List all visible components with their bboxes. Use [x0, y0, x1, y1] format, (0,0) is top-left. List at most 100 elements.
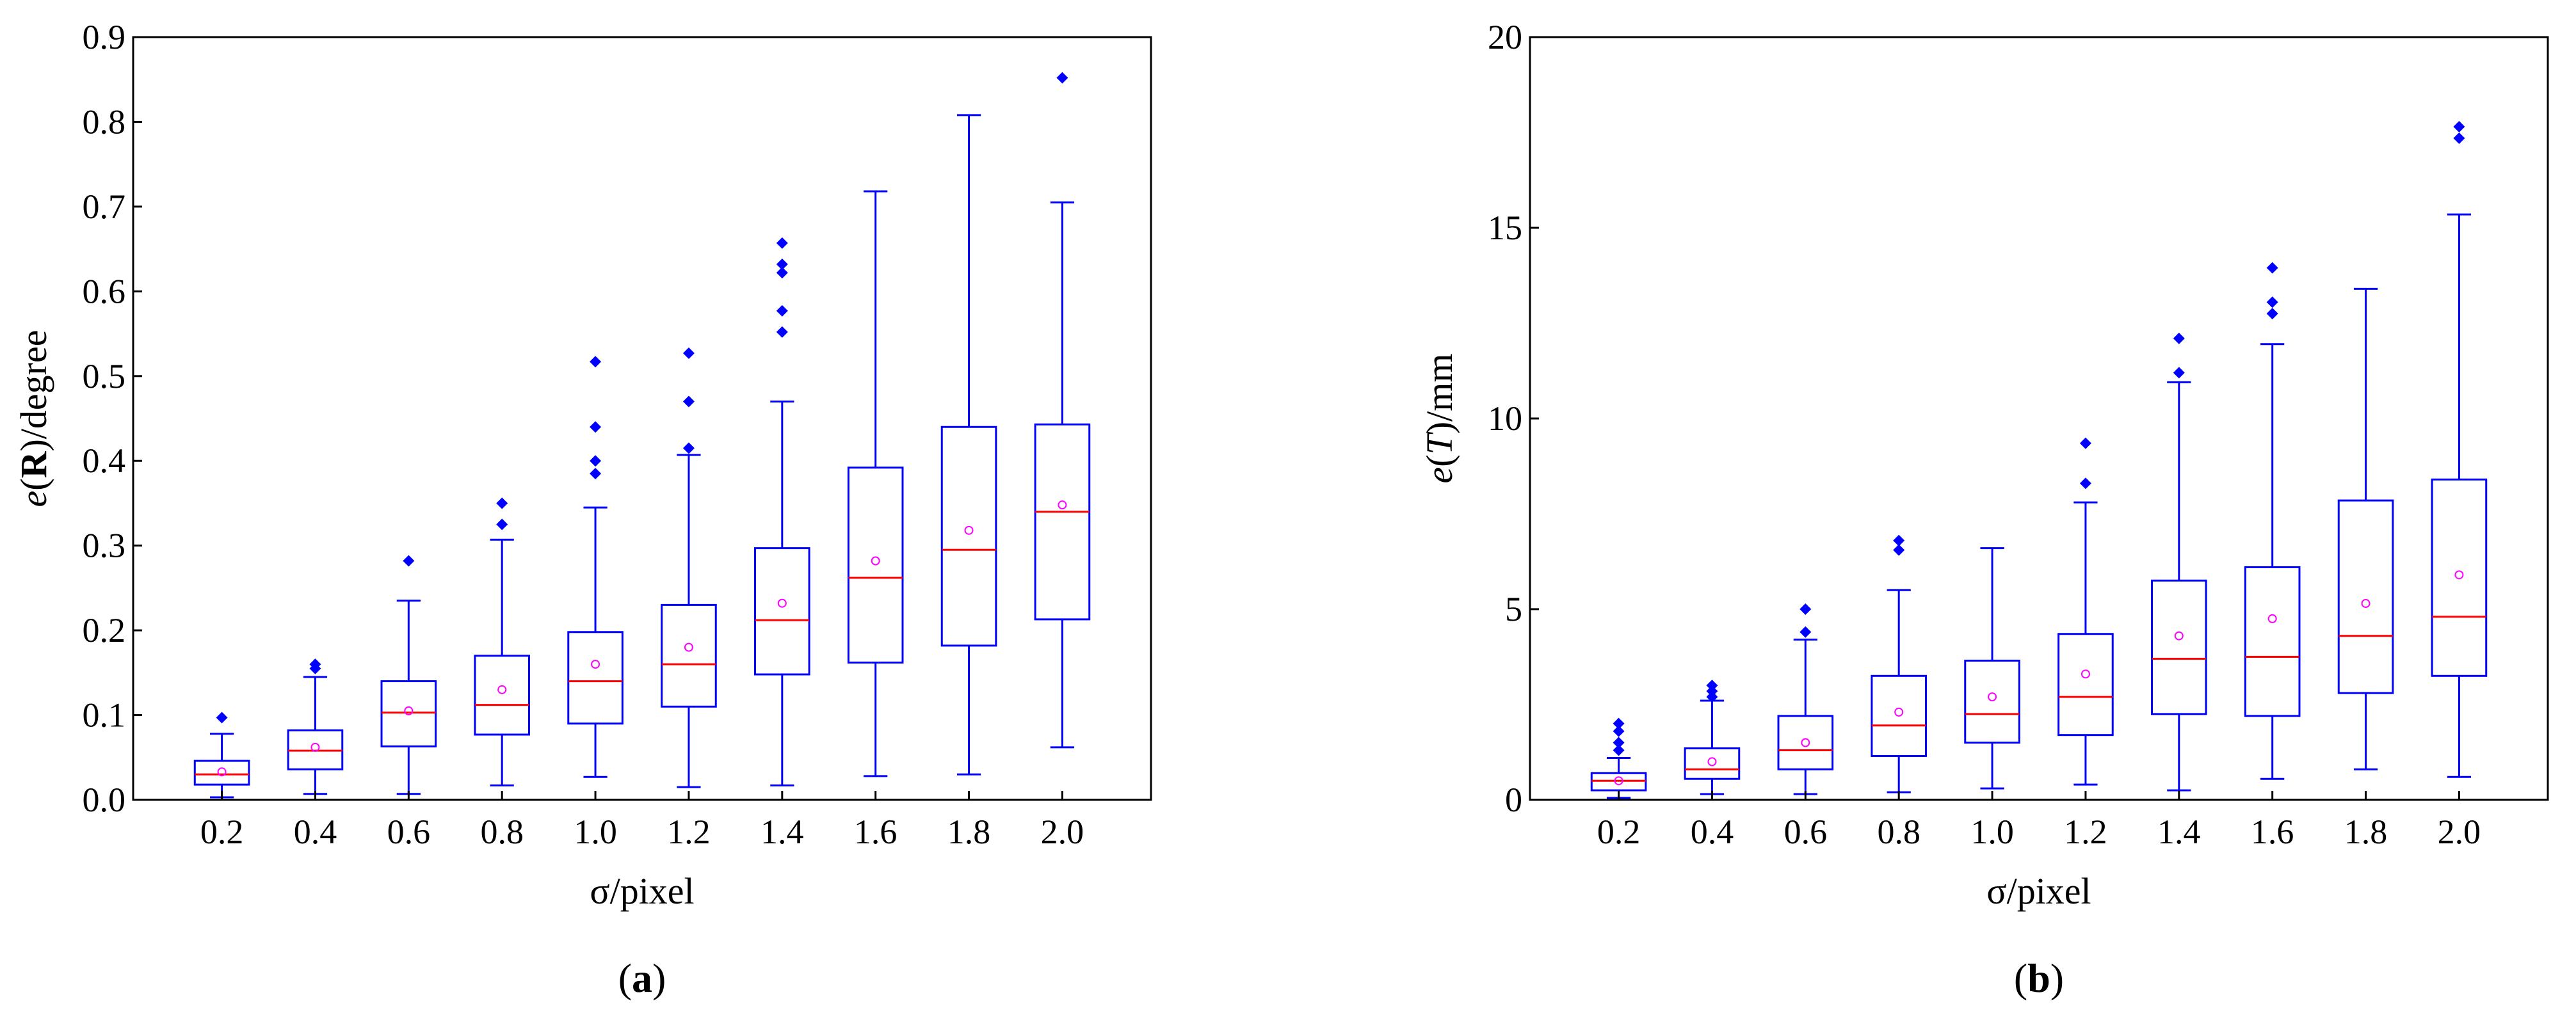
panel-a-label: (a)	[618, 955, 666, 1001]
outlier-point	[216, 712, 228, 724]
outlier-point	[2173, 332, 2185, 344]
outlier-point	[2079, 477, 2091, 490]
x-tick-label: 0.4	[294, 813, 337, 851]
outlier-point	[590, 468, 602, 480]
x-tick-label: 1.8	[2344, 813, 2388, 851]
y-tick-label: 0.3	[83, 527, 126, 565]
x-tick-label: 1.0	[574, 813, 617, 851]
outlier-point	[776, 267, 788, 279]
mean-marker	[497, 685, 507, 694]
x-tick-label: 1.4	[761, 813, 804, 851]
panel-a-xlabel: σ/pixel	[590, 870, 694, 912]
panel-b-plot-frame	[1529, 36, 2549, 801]
mean-marker	[2081, 669, 2090, 679]
x-tick-label: 0.2	[1597, 813, 1641, 851]
mean-marker	[217, 767, 227, 777]
mean-marker	[1801, 738, 1810, 747]
mean-marker	[1988, 692, 1997, 702]
y-tick-label: 0.6	[83, 272, 126, 310]
box-iqr	[2337, 499, 2394, 694]
outlier-point	[776, 237, 788, 249]
panel-a-boxes	[193, 72, 1091, 799]
mean-marker	[871, 556, 880, 566]
y-tick-label: 5	[1505, 590, 1522, 628]
outlier-point	[496, 518, 508, 530]
box-iqr	[1964, 659, 2020, 744]
outlier-point	[2453, 121, 2465, 133]
x-tick-label: 0.6	[1784, 813, 1828, 851]
box-iqr	[193, 760, 250, 786]
y-tick-label: 15	[1488, 209, 1522, 247]
outlier-point	[1613, 717, 1625, 729]
x-tick-label: 1.6	[854, 813, 898, 851]
x-tick-label: 0.2	[200, 813, 244, 851]
box-iqr	[2431, 478, 2488, 677]
y-tick-label: 0.8	[83, 102, 126, 141]
outlier-point	[2079, 437, 2091, 449]
outlier-point	[1613, 736, 1625, 749]
y-tick-label: 0.7	[83, 187, 126, 226]
box-iqr	[2151, 579, 2207, 715]
outlier-point	[2266, 296, 2278, 308]
mean-marker	[591, 660, 600, 669]
outlier-point	[2266, 262, 2278, 274]
mean-marker	[404, 706, 414, 715]
outlier-point	[590, 421, 602, 433]
y-tick-label: 10	[1488, 399, 1522, 438]
y-tick-label: 0.4	[83, 442, 126, 480]
y-tick-label: 0.0	[83, 781, 126, 819]
x-tick-label: 1.2	[2064, 813, 2107, 851]
outlier-point	[776, 305, 788, 317]
mean-marker	[310, 742, 320, 752]
outlier-point	[590, 455, 602, 467]
mean-marker	[2267, 614, 2277, 623]
x-tick-label: 2.0	[2438, 813, 2481, 851]
x-tick-label: 0.4	[1691, 813, 1734, 851]
box-iqr	[2244, 566, 2301, 717]
x-tick-label: 0.6	[387, 813, 431, 851]
x-tick-label: 1.8	[947, 813, 991, 851]
outlier-point	[496, 497, 508, 509]
outlier-point	[1893, 544, 1905, 556]
box-iqr	[1777, 715, 1834, 770]
outlier-point	[682, 442, 695, 454]
outlier-point	[2453, 132, 2465, 144]
mean-marker	[2454, 570, 2464, 580]
box-iqr	[1684, 747, 1741, 780]
outlier-point	[1613, 725, 1625, 737]
y-tick-label: 0.2	[83, 611, 126, 649]
box-iqr	[661, 603, 717, 708]
x-tick-label: 1.2	[667, 813, 711, 851]
box-iqr	[380, 680, 437, 748]
mean-marker	[1614, 776, 1623, 786]
mean-marker	[1894, 707, 1904, 717]
mean-marker	[1707, 757, 1717, 767]
mean-marker	[964, 525, 974, 535]
y-tick-label: 0.9	[83, 18, 126, 56]
panel-b-xlabel: σ/pixel	[1986, 870, 2091, 912]
outlier-point	[1893, 534, 1905, 546]
panel-a: 0.0 0.1 0.2 0.3 0.4 0.5 0.6 0.7 0.8 0.9 0.2 0.4 0.6 0…	[13, 18, 1152, 1001]
mean-marker	[2174, 631, 2184, 641]
outlier-point	[2173, 367, 2185, 379]
outlier-point	[403, 555, 415, 567]
box-iqr	[1871, 674, 1927, 757]
x-tick-label: 0.8	[1877, 813, 1920, 851]
mean-marker	[2361, 599, 2371, 609]
box-iqr	[847, 466, 904, 664]
panel-b-boxes	[1590, 121, 2488, 799]
panel-a-plot-frame	[132, 36, 1152, 801]
box-iqr	[1034, 423, 1091, 621]
outlier-point	[1799, 626, 1812, 638]
x-tick-label: 1.0	[1970, 813, 2014, 851]
box-iqr	[2057, 633, 2114, 736]
x-tick-label: 1.4	[2157, 813, 2201, 851]
outlier-point	[776, 326, 788, 338]
outlier-point	[682, 395, 695, 408]
y-tick-label: 0	[1505, 781, 1522, 819]
box-iqr	[940, 426, 997, 647]
outlier-point	[309, 658, 321, 671]
mean-marker	[777, 598, 787, 608]
outlier-point	[1056, 72, 1068, 84]
